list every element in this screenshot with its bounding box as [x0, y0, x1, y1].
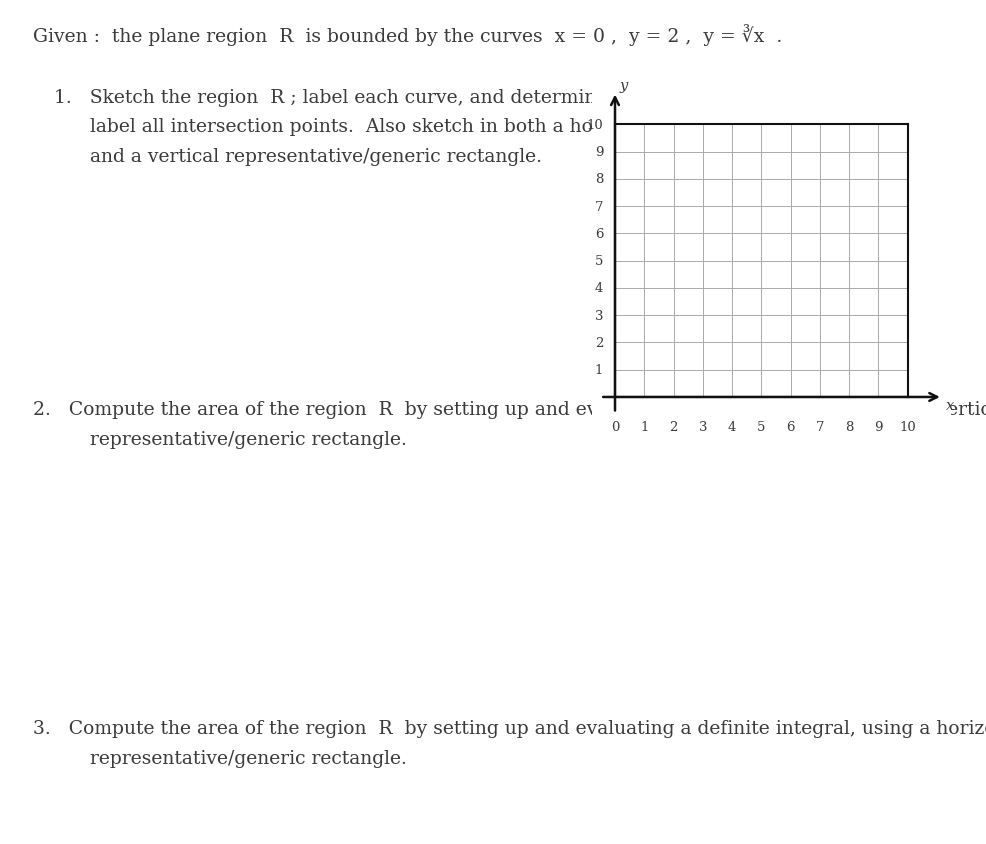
Text: 1: 1	[640, 420, 649, 434]
Text: and a vertical representative/generic rectangle.: and a vertical representative/generic re…	[54, 148, 542, 165]
Text: 8: 8	[845, 420, 853, 434]
Text: 2: 2	[669, 420, 677, 434]
Text: representative/generic rectangle.: representative/generic rectangle.	[54, 749, 407, 766]
Text: 0: 0	[610, 420, 619, 434]
Text: 1.   Sketch the region  R ; label each curve, and determine and: 1. Sketch the region R ; label each curv…	[54, 89, 649, 106]
Text: 7: 7	[815, 420, 824, 434]
Text: 3: 3	[595, 310, 603, 322]
Text: representative/generic rectangle.: representative/generic rectangle.	[54, 430, 407, 448]
Text: y: y	[619, 78, 628, 93]
Text: Given :  the plane region  R  is bounded by the curves  x = 0 ,  y = 2 ,  y = ∛x: Given : the plane region R is bounded by…	[33, 24, 782, 46]
Text: 9: 9	[595, 146, 603, 159]
Text: 8: 8	[595, 173, 603, 187]
Text: label all intersection points.  Also sketch in both a horizontal: label all intersection points. Also sket…	[54, 118, 666, 136]
Text: 4: 4	[595, 282, 603, 295]
Text: 9: 9	[875, 420, 882, 434]
Text: 5: 5	[757, 420, 765, 434]
Text: 2: 2	[595, 337, 603, 349]
Text: 3.   Compute the area of the region  R  by setting up and evaluating a definite : 3. Compute the area of the region R by s…	[33, 719, 986, 737]
Text: 3: 3	[698, 420, 707, 434]
Text: 1: 1	[595, 364, 603, 376]
Text: x: x	[946, 398, 953, 413]
Text: 7: 7	[595, 200, 603, 214]
Text: 10: 10	[587, 119, 603, 132]
Text: 6: 6	[595, 228, 603, 241]
Text: 2.   Compute the area of the region  R  by setting up and evaluating a definite : 2. Compute the area of the region R by s…	[33, 401, 986, 419]
Text: 5: 5	[595, 255, 603, 268]
Text: 10: 10	[899, 420, 916, 434]
Text: 4: 4	[728, 420, 737, 434]
Text: 6: 6	[786, 420, 795, 434]
